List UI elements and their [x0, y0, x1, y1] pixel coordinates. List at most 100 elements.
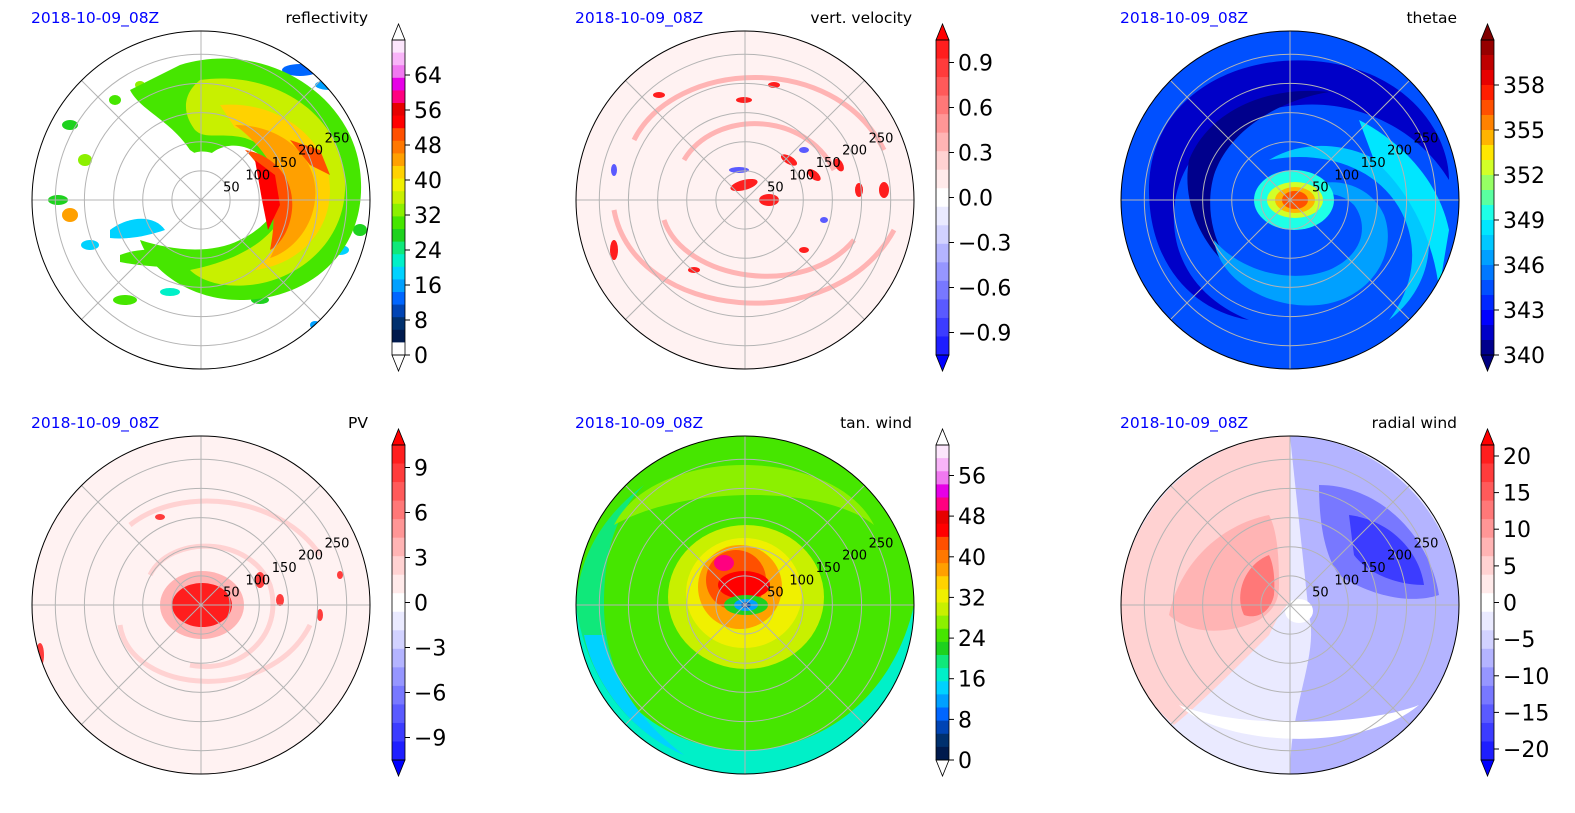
colorbar-segment [1481, 130, 1494, 146]
colorbar-tick-label: 16 [414, 274, 442, 299]
grid-spoke [744, 485, 865, 606]
colorbar-segment [392, 342, 405, 356]
panel-pv: 2018-10-09_08Z PV 50 100 [31, 414, 446, 778]
colorbar-segment [936, 550, 949, 564]
colorbar-frame [1480, 39, 1495, 356]
colorbar-tick-label: 3 [414, 547, 428, 572]
colorbar-segment [392, 128, 405, 142]
colorbar-tick-label: −9 [414, 727, 446, 752]
colorbar-segment [1481, 574, 1494, 594]
colorbar-segment [392, 630, 405, 650]
grid-spoke [625, 80, 746, 201]
panel-title: PV [348, 414, 368, 432]
moist-spiral-outer [1269, 145, 1429, 320]
polar-frame [575, 435, 915, 775]
radial-tick-label: 250 [869, 536, 894, 551]
radial-tick-label: 200 [298, 144, 323, 159]
radial-tick-label: 100 [1334, 168, 1359, 183]
colorbar-segment [936, 668, 949, 682]
colorbar-frame [391, 39, 406, 356]
colorbar-segment [936, 641, 949, 656]
grid-spoke [744, 80, 865, 201]
colorbar-tick-label: 349 [1503, 209, 1545, 234]
grid-spoke [81, 485, 202, 606]
colorbar-segment [1481, 556, 1494, 576]
colorbar-segment [392, 519, 405, 539]
grid-spoke [625, 199, 746, 320]
polar-frame [1120, 435, 1460, 775]
radial-tick-labels: 50 100 150 200 250 [1312, 131, 1438, 195]
colorbar-segment [392, 115, 405, 129]
colorbar: 0.9 0.6 0.3 0.0 −0.3 −0.6 −0.9 [935, 22, 1011, 373]
inflow-core [1240, 555, 1275, 617]
colorbar-segment [1481, 519, 1494, 539]
polar-grid [32, 31, 370, 369]
colorbar-tick-label: −10 [1503, 665, 1549, 690]
colorbar-segment [392, 593, 405, 613]
panel-title: tan. wind [840, 414, 912, 432]
colorbar-segment [936, 95, 949, 115]
colorbar-segment [392, 103, 405, 116]
polar-frame [575, 30, 915, 370]
colorbar-segment [936, 114, 949, 134]
downdraft-cells [611, 147, 828, 223]
colorbar-segment [936, 77, 949, 96]
colorbar-extend-top [391, 22, 406, 41]
radial-tick-label: 250 [325, 536, 350, 551]
colorbar-segment [392, 648, 405, 668]
colorbar-tick-label: 5 [1503, 555, 1517, 580]
eye-region [1285, 599, 1313, 623]
grid-spoke [625, 485, 746, 606]
colorbar-segment [392, 52, 405, 66]
colorbar-segment [1481, 611, 1494, 631]
colorbar-segment [1481, 340, 1494, 356]
colorbar-segment [1481, 482, 1494, 501]
colorbar-segment [392, 279, 405, 293]
grid-spoke [200, 604, 321, 725]
colorbar-segment [392, 77, 405, 91]
colorbar-tick-label: 340 [1503, 344, 1545, 369]
colorbar-segment [936, 225, 949, 245]
panel-title: thetae [1406, 9, 1457, 27]
colorbar-tick-label: 355 [1503, 119, 1545, 144]
colorbar-segment [392, 741, 405, 761]
colorbar-tick-label: 0 [958, 749, 972, 774]
colorbar-segment [936, 280, 949, 300]
grid-spoke [81, 199, 202, 320]
colorbar-segment [392, 722, 405, 742]
radial-tick-label: 200 [1387, 549, 1412, 564]
colorbar-tick-label: 6 [414, 502, 428, 527]
radial-tick-label: 250 [325, 131, 350, 146]
colorbar-segment [392, 685, 405, 705]
colorbar-segment [392, 500, 405, 520]
colorbar-segment [1481, 630, 1494, 650]
moist-spiral [1214, 182, 1388, 306]
colorbar-segment [936, 615, 949, 630]
colorbar-segment [936, 206, 949, 226]
colorbar-segment [936, 151, 949, 171]
polar-frame [31, 30, 371, 370]
colorbar-segment [936, 746, 949, 761]
colorbar-segment [1481, 220, 1494, 236]
radial-tick-label: 50 [223, 586, 240, 601]
grid-spoke [1170, 485, 1291, 606]
radial-tick-label: 200 [842, 549, 867, 564]
colorbar-segment [392, 166, 405, 179]
colorbar-tick-label: −5 [1503, 628, 1535, 653]
radial-tick-label: 150 [1361, 561, 1386, 576]
colorbar-extend-top [935, 22, 950, 41]
colorbar-tick-label: 0 [414, 344, 428, 369]
radial-tick-label: 150 [272, 156, 297, 171]
colorbar-tick-label: 56 [414, 99, 442, 124]
timestamp-label: 2018-10-09_08Z [1120, 414, 1248, 433]
colorbar-extend-bottom [1480, 354, 1495, 373]
timestamp-label: 2018-10-09_08Z [575, 414, 703, 433]
radial-tick-labels: 50 100 150 200 250 [767, 131, 893, 195]
polar-grid [576, 31, 914, 369]
colorbar-tick-label: −3 [414, 637, 446, 662]
colorbar-tick-label: 64 [414, 64, 442, 89]
colorbar-segment [1481, 741, 1494, 761]
colorbar-tick-label: 0.0 [958, 187, 993, 212]
colorbar-tick-label: −15 [1503, 701, 1549, 726]
